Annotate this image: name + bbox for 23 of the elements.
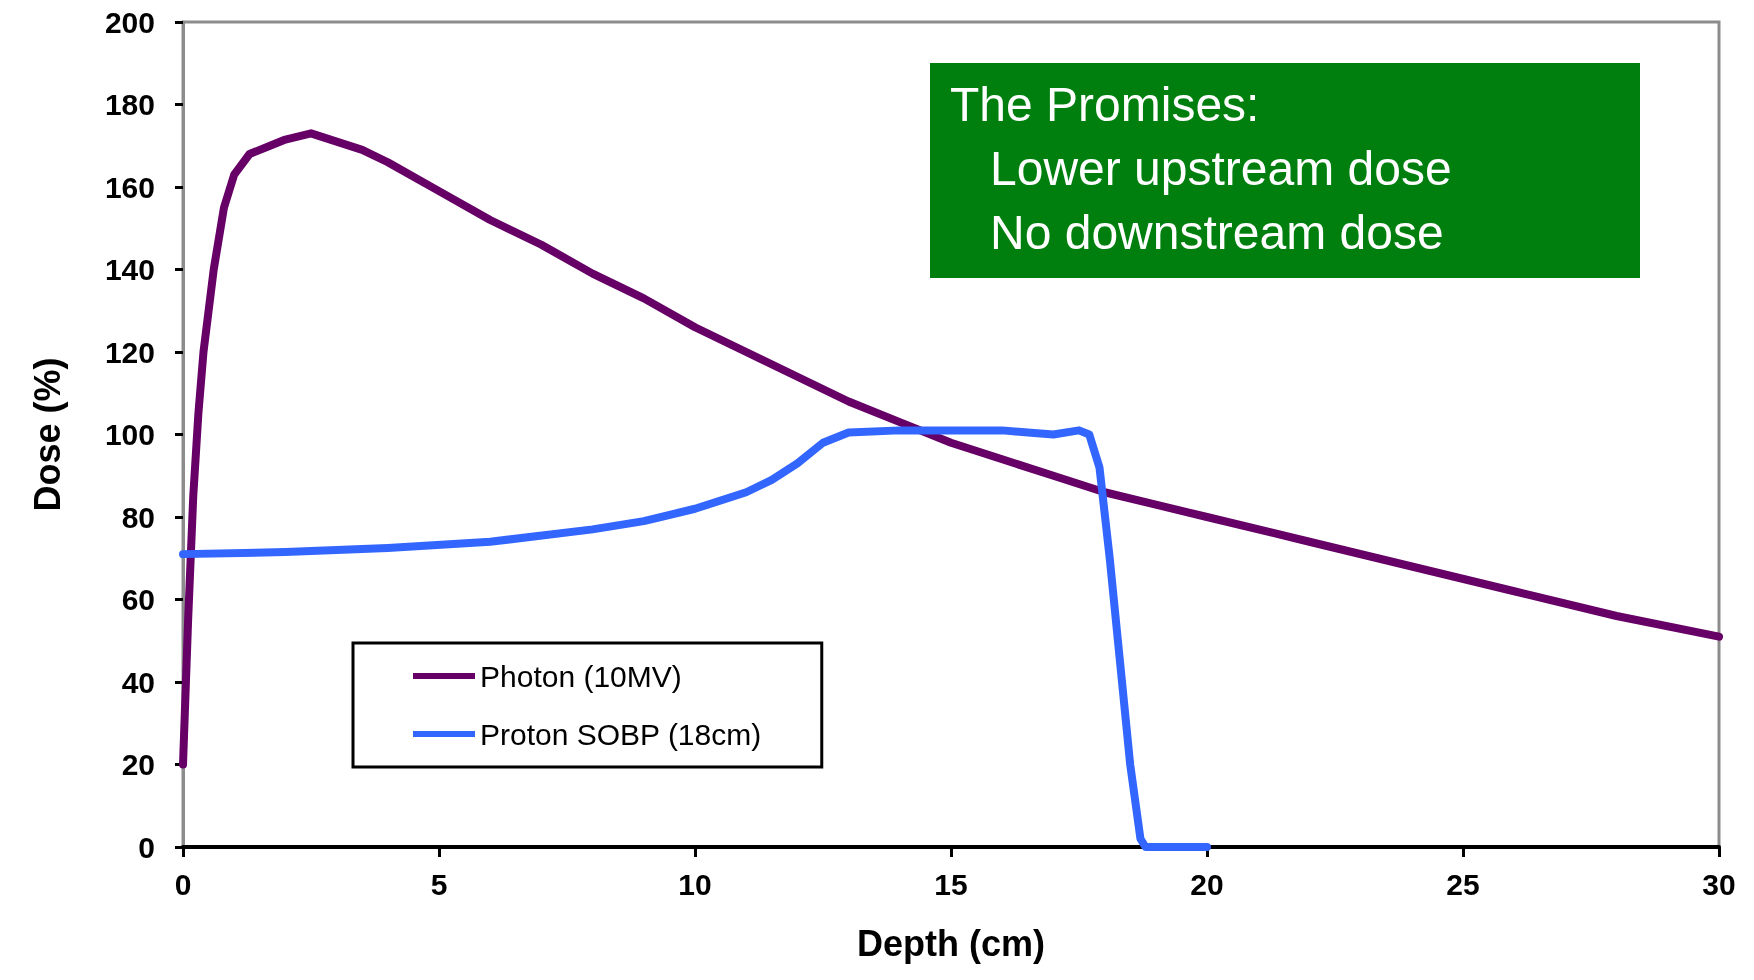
x-axis-title: Depth (cm) <box>857 922 1045 964</box>
x-tick-label: 30 <box>1702 867 1736 901</box>
y-tick-label: 100 <box>104 418 155 451</box>
y-tick-label: 0 <box>138 830 155 864</box>
x-tick-label: 5 <box>430 867 448 901</box>
y-tick-label: 140 <box>104 253 155 286</box>
y-tick-label: 60 <box>121 583 155 616</box>
y-tick-label: 160 <box>104 170 155 204</box>
x-tick-label: 0 <box>174 867 192 901</box>
callout-box: The Promises: Lower upstream dose No downstream dose <box>930 63 1640 278</box>
x-tick-label: 10 <box>678 867 712 901</box>
x-tick-label: 15 <box>934 867 968 901</box>
legend-label: Proton SOBP (18cm) <box>480 717 762 751</box>
y-axis-title: Dose (%) <box>26 357 68 512</box>
y-tick-label: 20 <box>121 748 155 781</box>
y-tick-label: 200 <box>104 5 155 39</box>
y-tick-label: 40 <box>121 665 155 699</box>
legend-label: Photon (10MV) <box>480 659 682 693</box>
x-tick-label: 20 <box>1190 867 1224 901</box>
y-tick-label: 120 <box>104 335 155 369</box>
y-tick-label: 80 <box>121 500 155 534</box>
y-tick-label: 180 <box>104 88 155 121</box>
x-tick-label: 25 <box>1446 867 1480 901</box>
